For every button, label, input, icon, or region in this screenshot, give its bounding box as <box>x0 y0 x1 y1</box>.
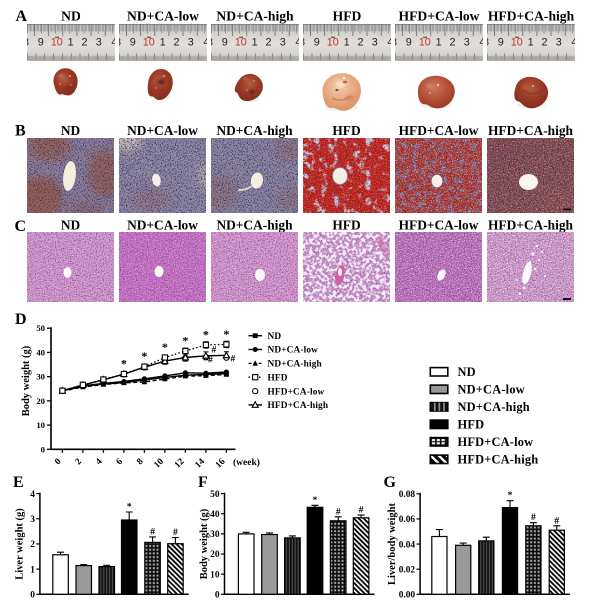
svg-text:ND+CA-low: ND+CA-low <box>268 346 319 356</box>
svg-text:#: # <box>531 513 536 523</box>
svg-text:Body weight (g): Body weight (g) <box>199 508 210 579</box>
svg-text:0.08: 0.08 <box>399 490 416 500</box>
svg-text:HFD+CA-low: HFD+CA-low <box>399 123 479 138</box>
svg-text:(week): (week) <box>233 457 260 468</box>
svg-text:0: 0 <box>41 444 46 454</box>
svg-text:ND+CA-low: ND+CA-low <box>127 9 199 24</box>
svg-text:0: 0 <box>30 591 35 601</box>
svg-text:20: 20 <box>210 550 220 560</box>
svg-text:*: * <box>223 327 229 341</box>
svg-text:*: * <box>141 349 147 363</box>
svg-text:ND+CA-high: ND+CA-high <box>216 218 293 233</box>
svg-text:A: A <box>16 8 28 25</box>
svg-text:#: # <box>212 346 217 356</box>
svg-text:#: # <box>336 507 341 517</box>
svg-text:ND: ND <box>268 332 282 342</box>
svg-text:ND: ND <box>61 123 81 138</box>
svg-text:4: 4 <box>30 490 35 500</box>
svg-text:F: F <box>198 474 208 491</box>
svg-text:40: 40 <box>210 510 220 520</box>
svg-text:Body weight (g): Body weight (g) <box>21 345 32 416</box>
svg-text:HFD: HFD <box>268 373 288 383</box>
svg-text:HFD+CA-high: HFD+CA-high <box>488 123 574 138</box>
svg-text:G: G <box>384 474 397 491</box>
svg-text:HFD+CA-low: HFD+CA-low <box>268 387 325 397</box>
svg-text:*: * <box>162 340 168 354</box>
svg-text:0.04: 0.04 <box>399 540 416 550</box>
svg-text:HFD: HFD <box>332 218 361 233</box>
svg-text:B: B <box>15 123 26 140</box>
svg-text:30: 30 <box>210 530 220 540</box>
svg-text:HFD+CA-high: HFD+CA-high <box>458 453 539 467</box>
svg-text:ND+CA-low: ND+CA-low <box>127 218 198 233</box>
svg-text:D: D <box>15 311 27 328</box>
svg-text:0: 0 <box>215 591 220 601</box>
svg-text:0.06: 0.06 <box>399 515 416 525</box>
svg-text:ND: ND <box>458 365 476 379</box>
svg-text:6: 6 <box>115 457 126 468</box>
svg-text:ND+CA-high: ND+CA-high <box>216 123 293 138</box>
svg-text:0: 0 <box>53 457 64 468</box>
svg-text:ND+CA-low: ND+CA-low <box>127 123 198 138</box>
svg-text:HFD+CA-low: HFD+CA-low <box>399 9 480 24</box>
svg-text:HFD+CA-high: HFD+CA-high <box>488 9 575 24</box>
svg-text:#: # <box>173 528 178 538</box>
svg-text:ND+CA-high: ND+CA-high <box>216 9 294 24</box>
svg-text:ND+CA-high: ND+CA-high <box>268 360 323 370</box>
svg-text:50: 50 <box>210 490 220 500</box>
svg-text:C: C <box>15 218 27 235</box>
svg-text:HFD: HFD <box>458 418 485 432</box>
svg-text:ND+CA-high: ND+CA-high <box>458 400 530 414</box>
svg-text:HFD+CA-low: HFD+CA-low <box>458 435 534 449</box>
svg-text:*: * <box>127 503 132 513</box>
svg-text:*: * <box>121 356 127 370</box>
svg-text:ND: ND <box>61 9 81 24</box>
svg-text:HFD+CA-high: HFD+CA-high <box>488 218 574 233</box>
svg-text:10: 10 <box>210 570 220 580</box>
svg-text:ND: ND <box>61 218 81 233</box>
svg-text:HFD+CA-high: HFD+CA-high <box>268 401 329 411</box>
svg-text:HFD: HFD <box>333 9 362 24</box>
svg-text:Liver weight (g): Liver weight (g) <box>15 508 26 580</box>
svg-text:3: 3 <box>30 515 35 525</box>
svg-text:#: # <box>208 356 213 366</box>
svg-text:#: # <box>150 527 155 537</box>
svg-text:#: # <box>359 506 364 516</box>
svg-text:4: 4 <box>94 457 105 468</box>
svg-text:0.02: 0.02 <box>399 565 416 575</box>
svg-text:HFD: HFD <box>332 123 361 138</box>
svg-text:#: # <box>554 516 559 526</box>
svg-text:0.00: 0.00 <box>399 591 416 601</box>
svg-text:*: * <box>182 333 188 347</box>
svg-text:ND+CA-low: ND+CA-low <box>458 383 525 397</box>
svg-text:*: * <box>203 327 209 341</box>
svg-text:40: 40 <box>36 347 45 357</box>
svg-text:HFD+CA-low: HFD+CA-low <box>399 218 479 233</box>
svg-text:30: 30 <box>36 372 45 382</box>
svg-text:8: 8 <box>135 457 146 468</box>
svg-text:2: 2 <box>74 457 85 468</box>
svg-text:E: E <box>13 474 24 491</box>
svg-text:1: 1 <box>30 565 35 575</box>
svg-text:50: 50 <box>36 323 45 333</box>
svg-text:Liver/body weight: Liver/body weight <box>387 503 398 585</box>
svg-text:*: * <box>508 491 513 501</box>
svg-text:10: 10 <box>36 420 45 430</box>
svg-text:#: # <box>231 355 236 365</box>
svg-text:2: 2 <box>30 540 35 550</box>
svg-text:20: 20 <box>36 396 45 406</box>
svg-text:*: * <box>313 496 318 506</box>
